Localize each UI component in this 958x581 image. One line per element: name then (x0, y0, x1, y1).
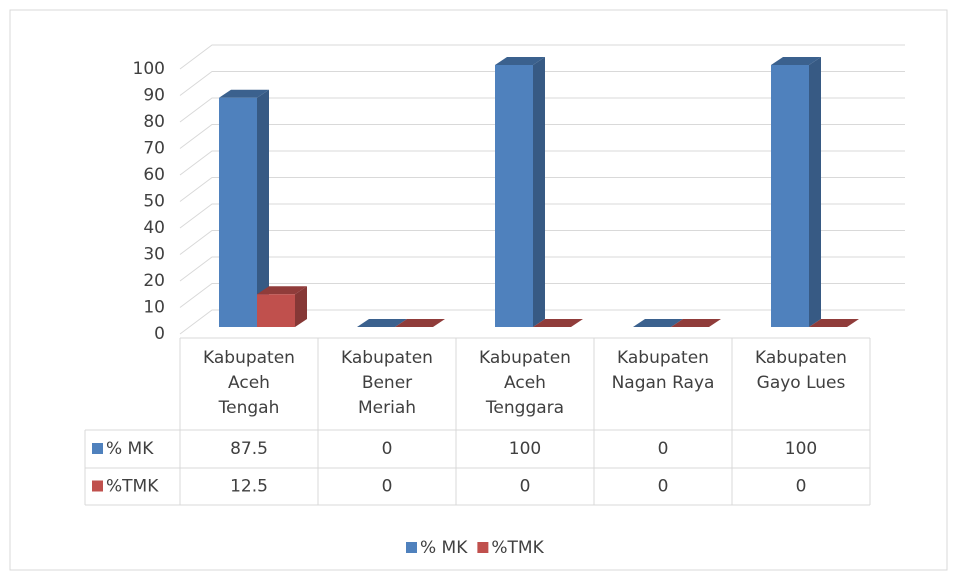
category-line: Kabupaten (617, 348, 709, 368)
table-value: 0 (796, 477, 807, 497)
grid-line (179, 283, 905, 308)
grid-line (179, 71, 905, 96)
bar-top (219, 89, 269, 98)
grid-line (179, 124, 905, 149)
y-tick-label: 40 (143, 218, 165, 238)
bar-side (809, 57, 821, 327)
category-line: Aceh (228, 373, 270, 393)
y-tick-label: 100 (133, 59, 165, 79)
bar-top (395, 319, 445, 327)
grid-line (179, 44, 905, 70)
bar (671, 319, 721, 327)
table-value: 12.5 (230, 477, 268, 497)
y-tick-label: 20 (143, 271, 165, 291)
category-line: Tengah (218, 398, 280, 418)
bar-front (219, 97, 257, 327)
legend-label: % MK (420, 538, 468, 558)
category-label: Kabupaten Aceh Tengah (203, 348, 295, 418)
y-tick-label: 70 (143, 139, 165, 159)
category-line: Bener (362, 373, 412, 393)
table-value: 0 (382, 477, 393, 497)
category-line: Kabupaten (755, 348, 847, 368)
category-line: Nagan Raya (612, 373, 715, 393)
legend-label: %TMK (491, 538, 544, 558)
bar (809, 319, 859, 327)
category-label: Kabupaten Bener Meriah (341, 348, 433, 418)
category-line: Gayo Lues (757, 373, 846, 393)
table-value: 0 (658, 439, 669, 459)
y-tick-label: 60 (143, 165, 165, 185)
legend-swatch (406, 542, 417, 553)
table-value: 87.5 (230, 439, 268, 459)
bar (257, 286, 307, 327)
bar-top (771, 57, 821, 65)
y-tick-label: 10 (143, 298, 165, 318)
grid-line (179, 230, 905, 255)
bar-top (257, 286, 307, 295)
legend: % MK %TMK (406, 538, 545, 558)
bar-top (671, 319, 721, 327)
category-line: Aceh (504, 373, 546, 393)
bar (533, 319, 583, 327)
bar (357, 319, 407, 327)
table-value: 100 (785, 439, 817, 459)
bar-side (533, 57, 545, 327)
category-line: Kabupaten (479, 348, 571, 368)
y-tick-label: 80 (143, 112, 165, 132)
category-label: Kabupaten Aceh Tenggara (479, 348, 571, 418)
table-swatch (92, 443, 103, 454)
bar-top (533, 319, 583, 327)
table-value: 0 (382, 439, 393, 459)
table-value: 100 (509, 439, 541, 459)
legend-swatch (477, 542, 489, 553)
bar-side (295, 286, 307, 327)
table-row-label: % MK (106, 439, 154, 459)
bar-front (771, 65, 809, 327)
bar (495, 57, 545, 327)
bar (219, 89, 269, 327)
table-row-label: %TMK (106, 477, 159, 497)
bar-front (495, 65, 533, 327)
grid-line (179, 256, 905, 282)
bar-front (257, 294, 295, 327)
category-label: Kabupaten Nagan Raya (612, 348, 715, 393)
y-tick-label: 90 (143, 86, 165, 106)
category-line: Meriah (358, 398, 416, 418)
bar-top (809, 319, 859, 327)
table-swatch (92, 480, 103, 492)
bar (633, 319, 683, 327)
category-label: Kabupaten Gayo Lues (755, 348, 847, 393)
bar (771, 57, 821, 327)
category-line: Kabupaten (203, 348, 295, 368)
grid-line (179, 309, 905, 335)
y-tick-label: 50 (143, 192, 165, 212)
bar-top (357, 319, 407, 327)
bar (395, 319, 445, 327)
y-tick-label: 30 (143, 245, 165, 265)
grid-line (179, 97, 905, 123)
table-value: 0 (658, 477, 669, 497)
grid-line (179, 203, 905, 229)
table-value: 0 (520, 477, 531, 497)
grid-line (179, 150, 905, 176)
bar-top (495, 57, 545, 65)
y-tick-label: 0 (154, 324, 165, 344)
bar-top (633, 319, 683, 327)
bar-side (257, 89, 269, 327)
category-line: Kabupaten (341, 348, 433, 368)
category-line: Tenggara (485, 398, 564, 418)
grid-line (179, 177, 905, 202)
